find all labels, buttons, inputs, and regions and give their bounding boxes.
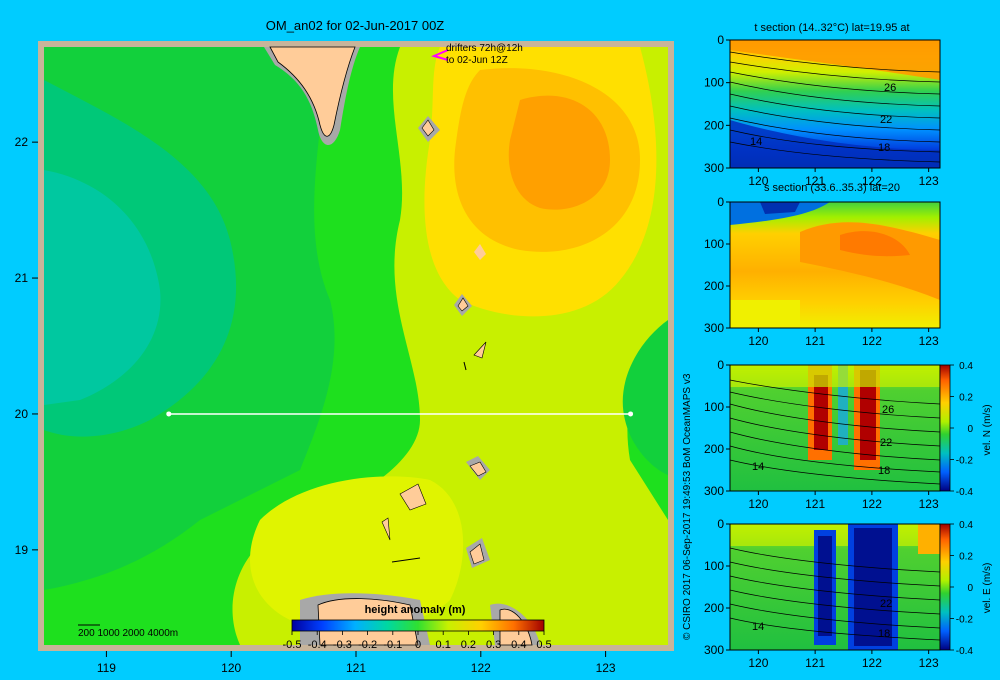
panel-y-tick-label: 100: [704, 237, 724, 251]
panel-y-tick-label: 0: [717, 358, 724, 372]
vel-n-colorbar-label: vel. N (m/s): [982, 404, 993, 455]
panel-3-contour-label: 22: [880, 437, 892, 449]
vel-colorbar-tick-label: 0: [967, 424, 973, 435]
panel-y-tick-label: 200: [704, 601, 724, 615]
colorbar-tick-label: -0.4: [308, 639, 327, 651]
colorbar-label: height anomaly (m): [365, 604, 466, 616]
vel-colorbar-tick-label: -0.2: [956, 456, 974, 467]
panel-1-contour-label: 26: [884, 82, 896, 94]
panel-vel-n: 0 100 200 300 120 121 122 123 26 22 18 14 0.4 0.…: [704, 358, 993, 511]
panel-x-tick-label: 122: [862, 334, 882, 348]
section-start-marker: [166, 411, 172, 417]
panel-3-contour-label: 18: [878, 465, 890, 477]
colorbar-tick-label: 0: [415, 639, 421, 651]
vel-n-colorbar: [939, 364, 951, 492]
panel-x-tick-label: 122: [862, 656, 882, 670]
panel-y-tick-label: 100: [704, 400, 724, 414]
vel-colorbar-tick-label: -0.4: [956, 646, 974, 657]
panel-x-tick-label: 120: [748, 497, 768, 511]
panel-t-section: t section (14..32°C) lat=19.95 at 0 100 20…: [704, 22, 941, 188]
map-plot: drifters 72h@12h to 02-Jun 12Z 200 1000 …: [38, 41, 674, 651]
vel-colorbar-tick-label: 0.2: [959, 552, 973, 563]
panel-4-contour-label: 22: [880, 598, 892, 610]
vel-colorbar-tick-label: 0.4: [959, 361, 973, 372]
panel-y-tick-label: 0: [717, 195, 724, 209]
section-line: [166, 411, 634, 417]
panel-y-tick-label: 0: [717, 33, 724, 47]
colorbar-tick-label: 0.3: [486, 639, 501, 651]
panel-1-contour-label: 22: [880, 114, 892, 126]
panel-s-section: s section (33.6..35.3) lat=20 0 100 200 300…: [704, 182, 941, 348]
vel-colorbar-tick-label: 0: [967, 583, 973, 594]
vel-e-colorbar: [939, 523, 951, 651]
drifter-label-2: to 02-Jun 12Z: [446, 55, 508, 66]
vel-colorbar-tick-label: -0.4: [956, 487, 974, 498]
map-title: OM_an02 for 02-Jun-2017 00Z: [266, 18, 445, 33]
panel-y-tick-label: 300: [704, 484, 724, 498]
panel-x-tick-label: 123: [919, 334, 939, 348]
vel-colorbar-tick-label: 0.2: [959, 393, 973, 404]
panel-1-contour-label: 18: [878, 142, 890, 154]
colorbar-tick-label: 0.5: [536, 639, 551, 651]
panel-4-contour-label: 14: [752, 621, 764, 633]
y-tick-label: 22: [15, 135, 29, 149]
panel-x-tick-label: 120: [748, 334, 768, 348]
vel-e-colorbar-label: vel. E (m/s): [982, 563, 993, 614]
panel-x-tick-label: 123: [919, 497, 939, 511]
panel-x-tick-label: 123: [919, 656, 939, 670]
x-tick-label: 123: [596, 661, 616, 675]
panel-x-tick-label: 120: [748, 656, 768, 670]
panel-y-tick-label: 0: [717, 517, 724, 531]
section-end-marker: [628, 411, 634, 417]
panel-4-contour-label: 18: [878, 628, 890, 640]
y-tick-label: 19: [15, 543, 29, 557]
panel-x-tick-label: 121: [805, 174, 825, 188]
panel-x-tick-label: 122: [862, 497, 882, 511]
colorbar-tick-label: 0.1: [436, 639, 451, 651]
panel-3-contour-label: 14: [752, 461, 764, 473]
colorbar-tick-label: -0.3: [333, 639, 352, 651]
colorbar-tick-label: -0.1: [383, 639, 402, 651]
panel-y-tick-label: 200: [704, 279, 724, 293]
panel-3-contour-label: 26: [882, 404, 894, 416]
x-tick-label: 120: [221, 661, 241, 675]
panel-x-tick-label: 121: [805, 656, 825, 670]
panel-y-tick-label: 100: [704, 559, 724, 573]
panel-1-title: t section (14..32°C) lat=19.95 at: [754, 22, 909, 34]
x-tick-label: 121: [346, 661, 366, 675]
colorbar-tick-label: -0.5: [283, 639, 302, 651]
drifter-label-1: drifters 72h@12h: [446, 43, 523, 54]
panel-y-tick-label: 200: [704, 442, 724, 456]
panel-x-tick-label: 122: [862, 174, 882, 188]
panel-2-title: s section (33.6..35.3) lat=20: [764, 182, 900, 194]
panel-x-tick-label: 121: [805, 334, 825, 348]
panel-y-tick-label: 100: [704, 76, 724, 90]
vel-colorbar-tick-label: 0.4: [959, 520, 973, 531]
x-tick-label: 122: [471, 661, 491, 675]
panel-x-tick-label: 121: [805, 497, 825, 511]
height-colorbar: [291, 619, 545, 632]
panel-x-tick-label: 120: [748, 174, 768, 188]
credit-text: © CSIRO 2017 06-Sep-2017 19:49:53 BoM Oc…: [682, 373, 693, 640]
colorbar-tick-label: 0.2: [461, 639, 476, 651]
y-tick-label: 21: [15, 271, 29, 285]
bathy-legend: 200 1000 2000 4000m: [78, 628, 178, 639]
panel-1-contour-label: 14: [750, 136, 762, 148]
panel-y-tick-label: 300: [704, 161, 724, 175]
vel-colorbar-tick-label: -0.2: [956, 615, 974, 626]
y-tick-label: 20: [15, 407, 29, 421]
panel-y-tick-label: 300: [704, 321, 724, 335]
panel-y-tick-label: 300: [704, 643, 724, 657]
colorbar-tick-label: -0.2: [358, 639, 377, 651]
panel-x-tick-label: 123: [919, 174, 939, 188]
panel-vel-e: 0 100 200 300 120 121 122 123 22 18 14 0.4 0.2 0 -…: [704, 517, 993, 670]
panel-y-tick-label: 200: [704, 118, 724, 132]
colorbar-tick-label: 0.4: [511, 639, 526, 651]
x-tick-label: 119: [97, 661, 116, 675]
